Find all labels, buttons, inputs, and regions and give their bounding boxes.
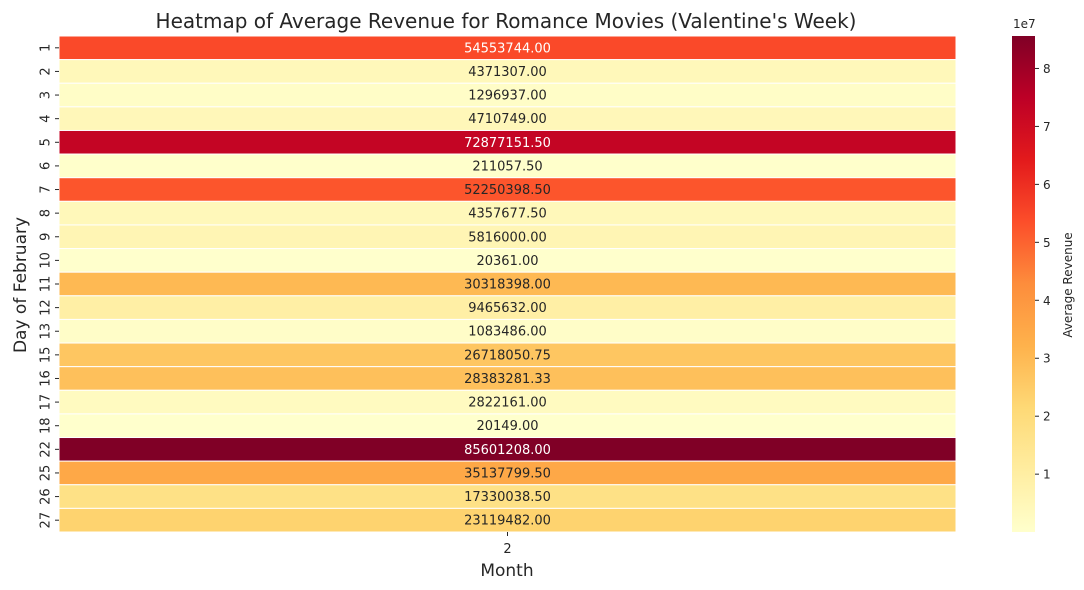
cell-value-label: 23119482.00 xyxy=(464,514,551,529)
y-tick-label: 5 xyxy=(39,138,54,146)
colorbar: 1 2 3 4 5 6 7 8 1e7 Average Revenue xyxy=(1012,17,1075,532)
y-tick-label: 3 xyxy=(39,91,54,99)
cell-value-label: 5816000.00 xyxy=(468,230,547,245)
y-tick-label: 12 xyxy=(39,299,54,316)
y-tick-label: 7 xyxy=(39,185,54,193)
cell-value-label: 54553744.00 xyxy=(464,41,551,56)
y-tick-label: 1 xyxy=(39,44,54,52)
cell-value-label: 4710749.00 xyxy=(468,112,547,127)
cell-value-label: 1296937.00 xyxy=(468,89,547,104)
y-tick-label: 6 xyxy=(39,162,54,170)
cell-value-label: 72877151.50 xyxy=(464,136,551,151)
y-tick-label: 16 xyxy=(39,370,54,387)
y-tick-label: 18 xyxy=(39,417,54,434)
y-tick-label: 22 xyxy=(39,441,54,458)
x-axis-title: Month xyxy=(480,561,533,581)
y-tick-label: 25 xyxy=(39,465,54,482)
y-tick-label: 9 xyxy=(39,233,54,241)
cell-value-label: 4371307.00 xyxy=(468,65,547,80)
colorbar-tick-label: 6 xyxy=(1043,178,1051,192)
y-tick-label: 10 xyxy=(39,252,54,269)
colorbar-gradient xyxy=(1012,36,1035,532)
colorbar-ticks: 1 2 3 4 5 6 7 8 xyxy=(1035,62,1051,482)
cell-value-label: 20361.00 xyxy=(476,254,538,269)
x-axis-ticks: 2 xyxy=(503,532,512,557)
y-axis-title: Day of February xyxy=(11,217,31,353)
cell-value-label: 28383281.33 xyxy=(464,372,551,387)
colorbar-tick-label: 4 xyxy=(1043,294,1051,308)
y-tick-label: 27 xyxy=(39,512,54,529)
y-tick-label: 11 xyxy=(39,276,54,293)
cell-value-label: 20149.00 xyxy=(476,419,538,434)
y-tick-label: 4 xyxy=(39,115,54,123)
cell-value-label: 4357677.50 xyxy=(468,207,547,222)
cell-value-label: 17330038.50 xyxy=(464,490,551,505)
y-tick-label: 17 xyxy=(39,394,54,411)
y-tick-label: 26 xyxy=(39,488,54,505)
y-tick-label: 8 xyxy=(39,209,54,217)
y-tick-label: 2 xyxy=(39,67,54,75)
cell-value-label: 9465632.00 xyxy=(468,301,547,316)
colorbar-tick-label: 2 xyxy=(1043,410,1051,424)
colorbar-title: Average Revenue xyxy=(1061,232,1075,337)
y-tick-label: 15 xyxy=(39,347,54,364)
cell-value-label: 2822161.00 xyxy=(468,396,547,411)
colorbar-tick-label: 5 xyxy=(1043,236,1051,250)
colorbar-tick-label: 3 xyxy=(1043,352,1051,366)
colorbar-tick-label: 8 xyxy=(1043,62,1051,76)
colorbar-tick-label: 7 xyxy=(1043,120,1051,134)
cell-value-label: 26718050.75 xyxy=(464,348,551,363)
cell-value-label: 211057.50 xyxy=(472,159,542,174)
cell-value-label: 30318398.00 xyxy=(464,278,551,293)
heatmap-cells: 54553744.00 4371307.00 1296937.00 4710749.0… xyxy=(58,35,957,533)
cell-value-label: 85601208.00 xyxy=(464,443,551,458)
cell-value-label: 52250398.50 xyxy=(464,183,551,198)
cell-value-label: 35137799.50 xyxy=(464,466,551,481)
colorbar-exponent: 1e7 xyxy=(1013,17,1036,31)
cell-value-label: 1083486.00 xyxy=(468,325,547,340)
x-tick-label: 2 xyxy=(503,542,511,557)
colorbar-tick-label: 1 xyxy=(1043,468,1051,482)
y-tick-label: 13 xyxy=(39,323,54,340)
chart-title: Heatmap of Average Revenue for Romance M… xyxy=(156,9,857,33)
